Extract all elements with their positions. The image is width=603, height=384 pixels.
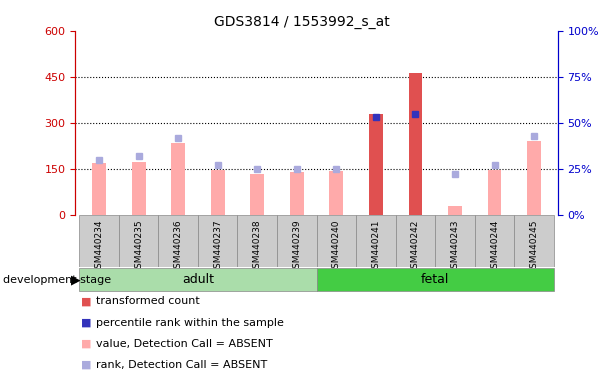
FancyBboxPatch shape [198, 215, 238, 267]
Text: ■: ■ [81, 360, 92, 370]
Bar [369, 114, 383, 215]
Text: GSM440243: GSM440243 [450, 219, 459, 274]
Bar [488, 170, 502, 215]
Text: GSM440242: GSM440242 [411, 219, 420, 273]
FancyBboxPatch shape [119, 215, 159, 267]
Text: GSM440240: GSM440240 [332, 219, 341, 274]
Text: rank, Detection Call = ABSENT: rank, Detection Call = ABSENT [96, 360, 268, 370]
FancyBboxPatch shape [475, 215, 514, 267]
FancyBboxPatch shape [159, 215, 198, 267]
Text: ■: ■ [81, 318, 92, 328]
Text: GSM440238: GSM440238 [253, 219, 262, 274]
FancyBboxPatch shape [277, 215, 317, 267]
Bar [408, 73, 422, 215]
Bar [131, 162, 145, 215]
Bar [171, 143, 185, 215]
Text: GDS3814 / 1553992_s_at: GDS3814 / 1553992_s_at [213, 15, 390, 29]
FancyBboxPatch shape [514, 215, 554, 267]
Text: GSM440241: GSM440241 [371, 219, 380, 274]
FancyBboxPatch shape [80, 215, 119, 267]
Bar [290, 172, 304, 215]
Bar [448, 207, 462, 215]
Text: GSM440239: GSM440239 [292, 219, 302, 274]
FancyBboxPatch shape [317, 268, 554, 291]
Text: transformed count: transformed count [96, 296, 200, 306]
Text: ■: ■ [81, 339, 92, 349]
Text: GSM440235: GSM440235 [134, 219, 143, 274]
Bar [527, 141, 541, 215]
Text: GSM440236: GSM440236 [174, 219, 183, 274]
Text: ▶: ▶ [71, 273, 81, 286]
Bar [329, 171, 343, 215]
Text: GSM440244: GSM440244 [490, 219, 499, 273]
Text: GSM440237: GSM440237 [213, 219, 223, 274]
Bar [92, 163, 106, 215]
Text: percentile rank within the sample: percentile rank within the sample [96, 318, 285, 328]
Text: GSM440245: GSM440245 [529, 219, 538, 274]
Text: development stage: development stage [3, 275, 111, 285]
FancyBboxPatch shape [317, 215, 356, 267]
Text: adult: adult [182, 273, 214, 286]
Text: GSM440234: GSM440234 [95, 219, 104, 274]
FancyBboxPatch shape [356, 215, 396, 267]
FancyBboxPatch shape [435, 215, 475, 267]
Bar [250, 174, 264, 215]
FancyBboxPatch shape [238, 215, 277, 267]
Bar [211, 170, 225, 215]
FancyBboxPatch shape [396, 215, 435, 267]
FancyBboxPatch shape [80, 268, 317, 291]
Text: ■: ■ [81, 296, 92, 306]
Text: fetal: fetal [421, 273, 449, 286]
Text: value, Detection Call = ABSENT: value, Detection Call = ABSENT [96, 339, 273, 349]
